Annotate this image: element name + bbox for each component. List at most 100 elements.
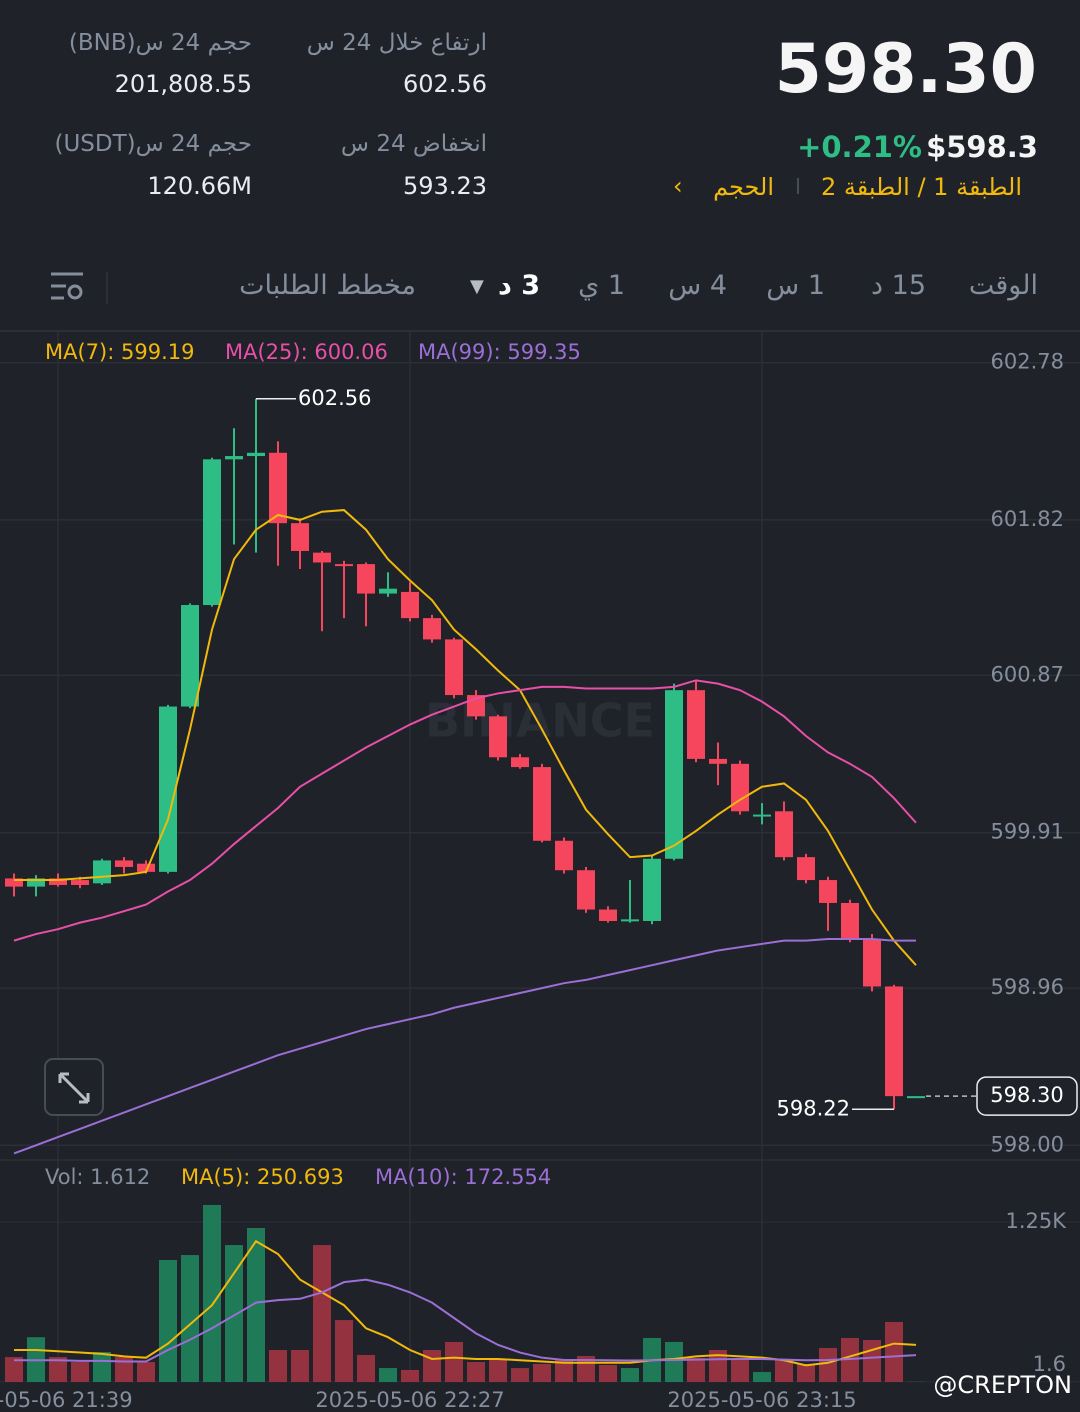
y-tick-label: 600.87: [991, 662, 1064, 686]
volume-link[interactable]: الحجم: [713, 173, 774, 201]
y-tick-label: 601.82: [991, 507, 1064, 531]
stat-value: 201,808.55: [114, 70, 252, 98]
candle-body: [489, 716, 507, 758]
last-price-label: 598.30: [990, 1083, 1063, 1107]
x-tick-label: 2025-05-06 23:15: [667, 1388, 856, 1412]
candle-body: [5, 878, 23, 887]
legend-entry: MA(5): 250.693: [181, 1165, 344, 1189]
candle-body: [71, 880, 89, 885]
volume-bar: [533, 1363, 551, 1382]
legend-entry: MA(25): 600.06: [225, 340, 388, 364]
x-tick-label: 2025-05-06 22:27: [315, 1388, 504, 1412]
volume-bar: [687, 1357, 705, 1382]
candle-body: [203, 459, 221, 606]
candle-body: [335, 564, 353, 567]
y-tick-label: 598.96: [991, 975, 1064, 999]
ma-line: [13, 937, 916, 1155]
y-tick-label: 598.00: [991, 1132, 1064, 1156]
candle-body: [709, 758, 727, 764]
tab[interactable]: 1 ي: [578, 270, 625, 301]
candle-body: [313, 552, 331, 563]
volume-bar: [511, 1368, 529, 1382]
legend-entry: MA(7): 599.19: [45, 340, 194, 364]
volume-bar: [599, 1364, 617, 1382]
volume-bar: [621, 1368, 639, 1382]
tab[interactable]: 1 س: [766, 270, 825, 301]
last-price: 598.30: [774, 30, 1037, 109]
volume-bar: [291, 1350, 309, 1382]
candle-body: [93, 860, 111, 884]
candle-body: [687, 690, 705, 759]
candle-body: [599, 909, 617, 921]
volume-bar: [269, 1350, 287, 1382]
separator: [797, 178, 799, 194]
candle-body: [159, 706, 177, 872]
candle-body: [841, 902, 859, 939]
volume-bar: [5, 1357, 23, 1382]
volume-bar: [335, 1320, 353, 1382]
volume-bar: [555, 1359, 573, 1382]
ma-line: [13, 679, 917, 942]
layer-link[interactable]: الطبقة 1 / الطبقة 2: [821, 173, 1022, 201]
volume-bar: [489, 1359, 507, 1382]
price-usd: $598.3: [926, 130, 1038, 164]
legend-entry: MA(10): 172.554: [375, 1165, 551, 1189]
candle-body: [797, 857, 815, 881]
watermark: BINANCE: [425, 694, 655, 748]
y-tick-label: 1.6: [1033, 1352, 1066, 1376]
volume-ma-line: [14, 1239, 917, 1367]
candle-body: [225, 456, 243, 460]
expand-icon: [58, 1072, 90, 1104]
volume-bar: [181, 1255, 199, 1382]
tab-active[interactable]: 3 د: [497, 270, 540, 301]
volume-bar: [731, 1359, 749, 1382]
tab[interactable]: الوقت: [968, 270, 1038, 301]
credit: @CREPTON: [933, 1371, 1072, 1399]
volume-bar: [313, 1245, 331, 1382]
candle-body: [863, 938, 881, 987]
dropdown-arrow[interactable]: ▼: [470, 276, 484, 297]
volume-bar: [401, 1369, 419, 1382]
stat-value: 120.66M: [147, 172, 252, 200]
volume-bar: [71, 1362, 89, 1382]
candle-body: [357, 564, 375, 594]
x-tick-label: 5-05-06 21:39: [0, 1388, 133, 1412]
candle-body: [885, 986, 903, 1097]
stat-value: 593.23: [403, 172, 487, 200]
volume-bar: [753, 1372, 771, 1382]
stat-label: حجم 24 س(USDT): [54, 131, 252, 157]
volume-bar: [841, 1337, 859, 1382]
ma-line: [14, 509, 917, 966]
chevron: ‹: [673, 172, 683, 200]
volume-bar: [357, 1354, 375, 1382]
volume-legend: Vol: 1.612: [45, 1165, 150, 1189]
candle-body: [555, 840, 573, 871]
candle-body: [731, 763, 749, 812]
candle-body: [379, 588, 397, 594]
volume-bar: [49, 1357, 67, 1382]
settings-icon[interactable]: [48, 270, 86, 306]
candle-body: [115, 860, 133, 867]
candle-body: [49, 878, 67, 885]
candle-body: [819, 880, 837, 903]
volume-ma-line: [14, 1278, 917, 1363]
low-marker-label: 598.22: [777, 1096, 850, 1120]
candle-body: [907, 1096, 925, 1099]
volume-bar: [247, 1228, 265, 1382]
candle-body: [643, 858, 661, 921]
stat-label: ارتفاع خلال 24 س: [306, 30, 487, 56]
volume-bar: [819, 1347, 837, 1382]
tab[interactable]: 4 س: [668, 270, 727, 301]
tab[interactable]: مخطط الطلبات: [239, 270, 416, 301]
candle-body: [775, 811, 793, 858]
stat-label: انخفاض 24 س: [340, 131, 487, 157]
tab[interactable]: 15 د: [871, 270, 926, 301]
candle-body: [665, 690, 683, 859]
candle-body: [423, 618, 441, 640]
volume-bar: [445, 1341, 463, 1382]
volume-bar: [797, 1363, 815, 1382]
price-change: +0.21%: [797, 130, 922, 164]
candle-body: [269, 452, 287, 524]
